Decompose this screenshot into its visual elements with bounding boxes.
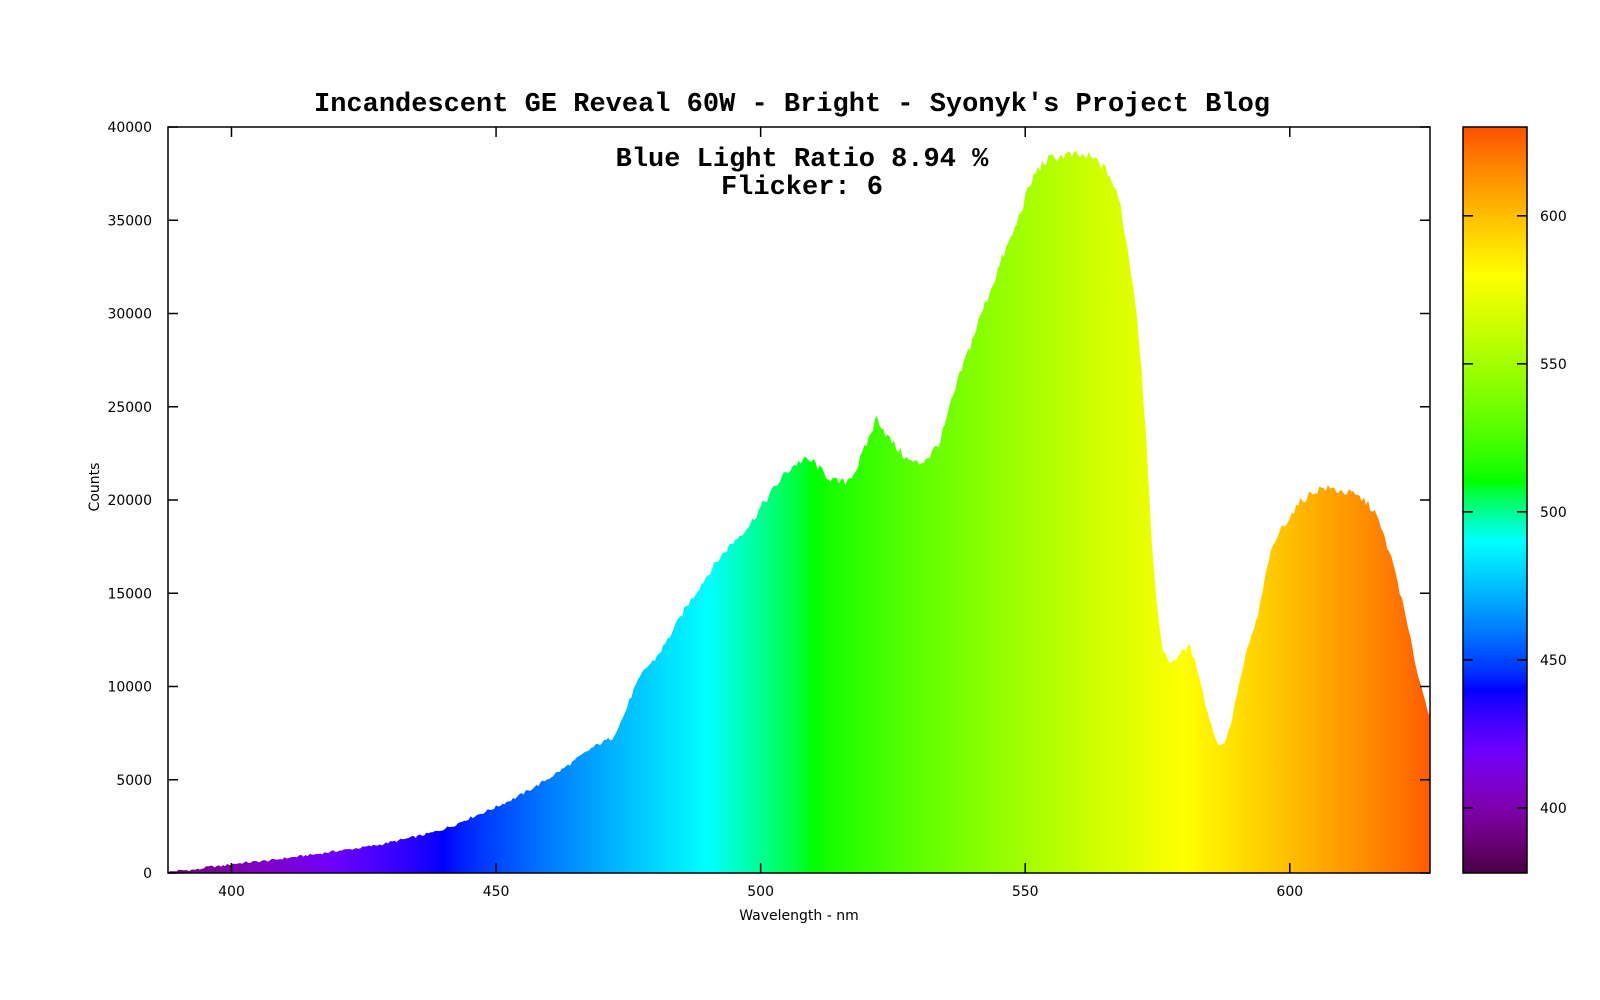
- y-tick-label: 0: [143, 866, 152, 882]
- colorbar-tick-label: 400: [1540, 801, 1567, 817]
- colorbar-tick-label: 600: [1540, 209, 1567, 225]
- x-tick-label: 400: [218, 884, 245, 900]
- y-tick-label: 15000: [107, 586, 152, 602]
- y-tick-label: 30000: [107, 307, 152, 323]
- y-tick-label: 25000: [107, 400, 152, 416]
- y-tick-label: 5000: [116, 773, 152, 789]
- chart-title: Incandescent GE Reveal 60W - Bright - Sy…: [314, 90, 1270, 120]
- x-axis-label: Wavelength - nm: [739, 908, 859, 924]
- y-tick-label: 35000: [107, 213, 152, 229]
- x-tick-label: 600: [1276, 884, 1303, 900]
- y-axis-label: Counts: [87, 463, 103, 512]
- colorbar: 400 450 500 550 600: [1462, 126, 1567, 874]
- axis-ticks: 400 450 500 550 600 0 5000 10000 15000 20000 25000…: [107, 120, 1430, 900]
- colorbar-gradient: [1463, 127, 1527, 873]
- y-tick-label: 10000: [107, 680, 152, 696]
- colorbar-tick-label: 550: [1540, 357, 1567, 373]
- spectrum-area: [168, 150, 1430, 873]
- x-tick-label: 450: [483, 884, 510, 900]
- colorbar-tick-label: 500: [1540, 505, 1567, 521]
- annotation-blue-light-ratio: Blue Light Ratio 8.94 %: [616, 145, 989, 175]
- x-tick-label: 500: [747, 884, 774, 900]
- spectrum-area-layer: [168, 150, 1430, 873]
- annotation-flicker: Flicker: 6: [721, 173, 883, 203]
- colorbar-tick-label: 450: [1540, 653, 1567, 669]
- x-tick-label: 550: [1012, 884, 1039, 900]
- y-tick-label: 20000: [107, 493, 152, 509]
- y-tick-label: 40000: [107, 120, 152, 136]
- colorbar-border: [1462, 126, 1528, 874]
